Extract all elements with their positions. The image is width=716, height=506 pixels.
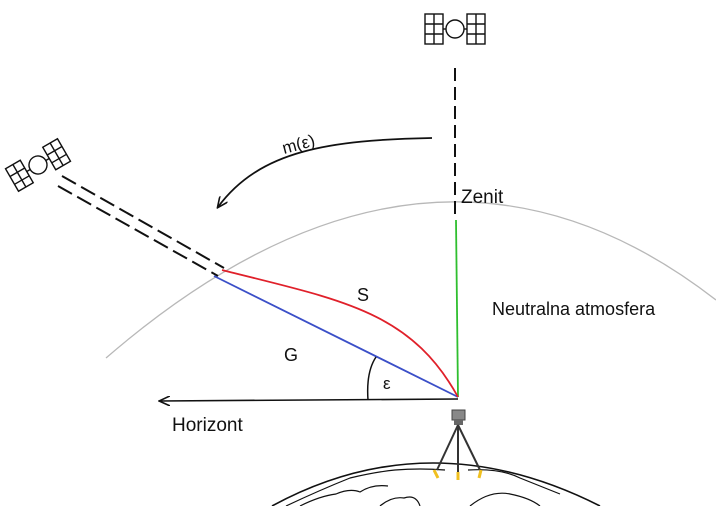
atmosphere-boundary [105, 201, 716, 359]
horizon-arrow [160, 399, 459, 401]
mapping-function-label: m(ε) [280, 131, 317, 158]
zenith-line [455, 219, 459, 398]
slant-satellite-icon [4, 137, 72, 193]
tripod-receiver-icon [432, 409, 483, 480]
geometric-path [213, 275, 459, 398]
earth-globe-icon [271, 462, 601, 506]
elevation-angle-label: ε [383, 374, 391, 393]
zenith-satellite-icon [424, 13, 486, 45]
zenith-label: Zenit [461, 187, 504, 208]
elevation-angle-arc [366, 356, 377, 401]
slant-dashed-line [57, 175, 225, 277]
mapping-function-arrow [218, 137, 433, 207]
atmosphere-label: Neutralna atmosfera [492, 299, 656, 319]
geometric-path-label: G [284, 345, 298, 365]
horizon-label: Horizont [172, 415, 243, 436]
slant-path [221, 269, 459, 398]
slant-path-label: S [357, 285, 369, 305]
